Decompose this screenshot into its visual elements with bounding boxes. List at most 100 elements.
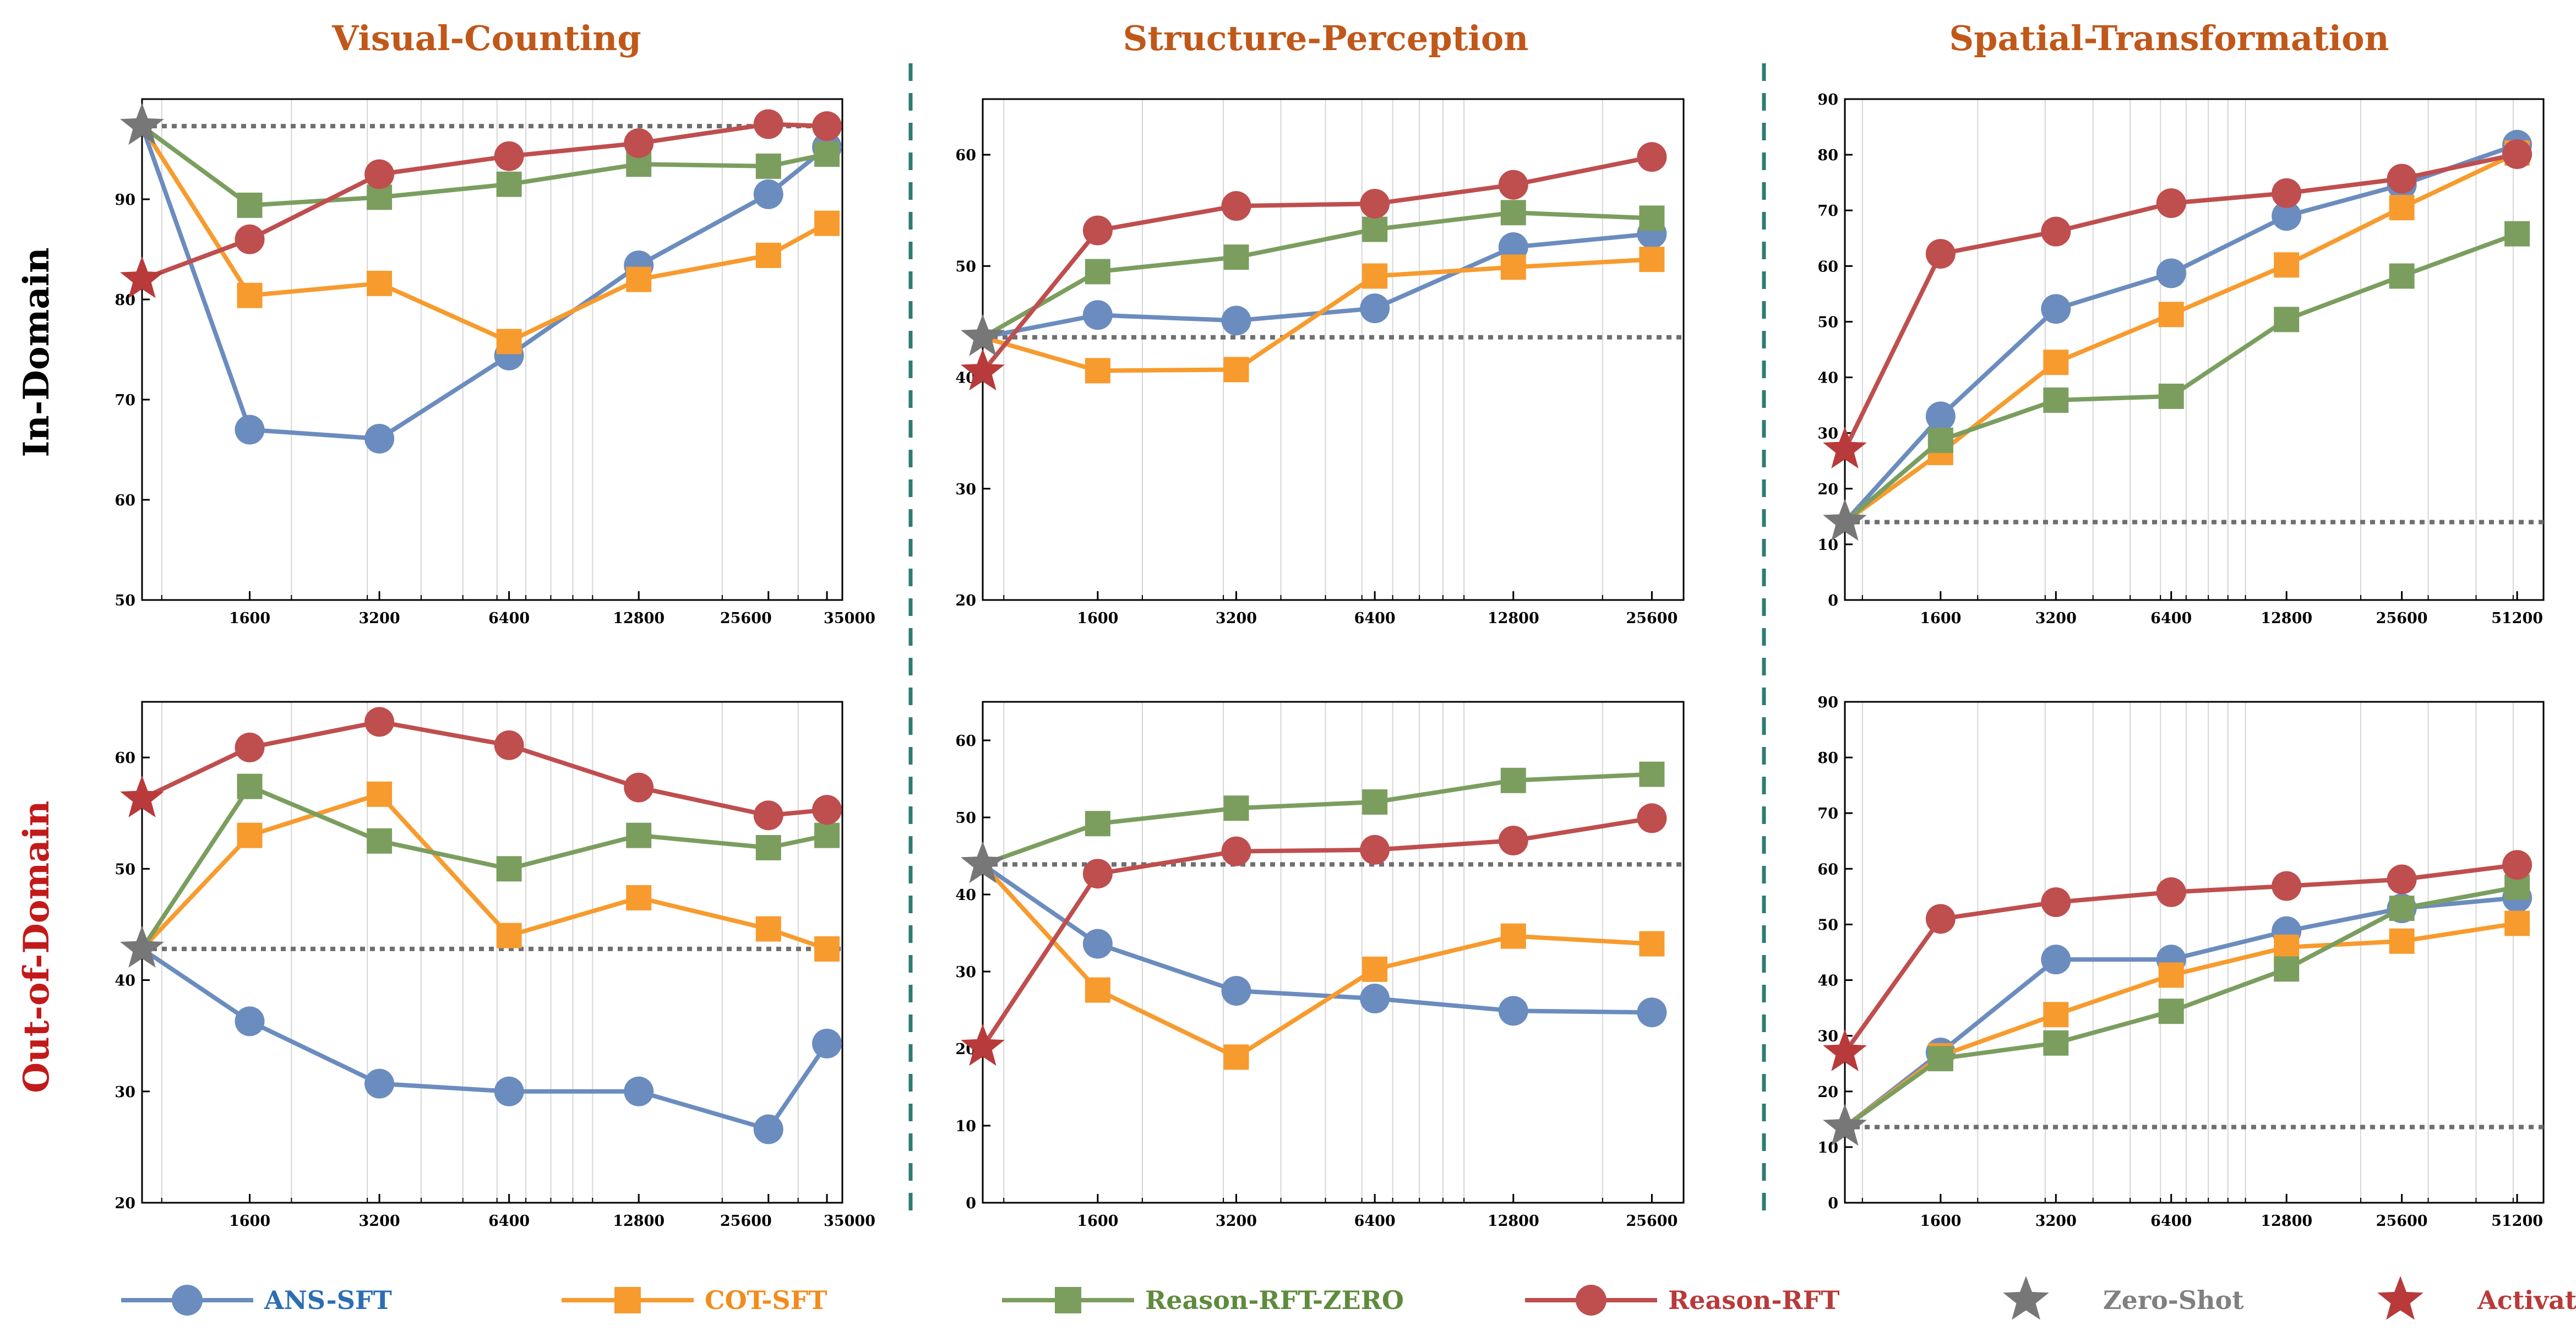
data-point-reason-rft-zero — [814, 822, 840, 848]
x-tick-label: 6400 — [488, 1213, 530, 1230]
data-point-reason-rft — [364, 707, 395, 737]
legend-item-zero-shot: Zero-Shot — [2003, 1276, 2244, 1320]
x-tick-label: 3200 — [2035, 610, 2077, 627]
data-point-reason-rft — [2387, 163, 2417, 194]
data-point-ans-sft — [1637, 997, 1667, 1028]
data-point-reason-rft-zero — [1500, 767, 1526, 793]
x-tick-label: 1600 — [1077, 1213, 1118, 1230]
data-point-reason-rft-zero — [237, 773, 263, 799]
x-tick-label: 3200 — [359, 1213, 400, 1230]
series-line-reason-rft-zero — [140, 784, 827, 951]
series-line-ans-sft — [982, 231, 1652, 340]
y-tick-label: 60 — [955, 733, 976, 750]
data-point-reason-rft — [1637, 803, 1667, 833]
data-point-reason-rft — [494, 141, 524, 171]
data-point-reason-rft-zero — [2158, 999, 2184, 1024]
data-point-reason-rft — [2156, 188, 2186, 219]
data-point-reason-rft-zero — [1223, 244, 1249, 270]
data-point-cot-sft — [626, 885, 652, 910]
data-point-reason-rft-zero — [814, 141, 840, 167]
y-tick-label: 40 — [1817, 973, 1838, 990]
data-point-ans-sft — [364, 423, 395, 454]
data-point-cot-sft — [626, 266, 652, 292]
data-point-reason-rft — [2502, 850, 2533, 880]
zero-shot-star-marker — [120, 103, 164, 145]
data-point-cot-sft — [1223, 1044, 1249, 1070]
series-line-reason-rft-zero — [982, 210, 1652, 340]
x-tick-label: 3200 — [2035, 1213, 2077, 1230]
x-tick-label: 25600 — [720, 610, 772, 627]
y-tick-label: 50 — [1817, 917, 1838, 934]
axes-frame — [141, 98, 843, 601]
x-tick-label: 12800 — [613, 610, 665, 627]
data-point-cot-sft — [1085, 977, 1110, 1003]
panel-visual-counting-out-of-domain: 20 30 40 50 60 1600 3200 6400 12800 25600 35000 — [115, 701, 875, 1230]
x-tick-label: 1600 — [229, 610, 270, 627]
data-point-ans-sft — [2156, 258, 2186, 288]
y-tick-label: 60 — [955, 147, 976, 164]
panel-spatial-transformation-in-domain: 0 10 20 30 40 50 60 70 80 90 1600 3200 6400 12800 2560… — [1817, 91, 2545, 627]
y-tick-label: 50 — [955, 810, 976, 827]
y-tick-label: 30 — [955, 964, 976, 981]
y-tick-label: 0 — [1828, 592, 1838, 609]
x-tick-label: 12800 — [2261, 1213, 2312, 1230]
y-tick-label: 30 — [115, 1084, 135, 1101]
x-tick-label: 12800 — [1488, 1213, 1539, 1230]
data-point-reason-rft — [1925, 239, 1956, 269]
legend-label-reason-rft-zero: Reason-RFT-ZERO — [1145, 1285, 1404, 1315]
data-point-cot-sft — [496, 329, 522, 354]
axes-frame — [1844, 98, 2545, 601]
y-tick-label: 10 — [955, 1118, 976, 1135]
row-label-in-domain: In-Domain — [16, 247, 57, 457]
data-point-reason-rft-zero — [755, 153, 781, 179]
x-tick-label: 3200 — [1216, 610, 1257, 627]
x-tick-label: 12800 — [1488, 610, 1539, 627]
series-line-cot-sft — [982, 257, 1652, 373]
data-point-reason-rft — [1221, 191, 1251, 221]
data-point-cot-sft — [367, 781, 393, 807]
data-point-reason-rft-zero — [1362, 789, 1388, 815]
data-point-ans-sft — [235, 1006, 265, 1037]
x-tick-label: 12800 — [2261, 610, 2312, 627]
legend-marker-zero-shot — [2003, 1276, 2049, 1320]
data-point-reason-rft — [812, 795, 842, 825]
y-tick-label: 70 — [1817, 203, 1838, 220]
data-point-reason-rft — [2156, 877, 2186, 907]
x-tick-label: 25600 — [2376, 610, 2428, 627]
data-point-reason-rft-zero — [1639, 205, 1665, 231]
x-tick-label: 25600 — [2376, 1213, 2428, 1230]
data-point-ans-sft — [1082, 300, 1113, 330]
y-tick-label: 50 — [115, 861, 135, 878]
y-tick-label: 80 — [1817, 147, 1838, 164]
data-point-reason-rft — [1082, 215, 1113, 246]
data-point-cot-sft — [2274, 934, 2300, 960]
x-tick-label: 51200 — [2491, 610, 2543, 627]
data-point-reason-rft-zero — [1927, 1046, 1953, 1072]
x-tick-label: 1600 — [1077, 610, 1118, 627]
data-point-reason-rft-zero — [367, 828, 393, 854]
y-tick-label: 30 — [955, 481, 976, 498]
y-tick-label: 70 — [115, 392, 135, 409]
series-line-ans-sft — [140, 125, 829, 441]
data-point-ans-sft — [2041, 945, 2071, 975]
data-point-cot-sft — [2389, 928, 2415, 954]
data-point-ans-sft — [812, 1028, 842, 1059]
x-tick-label: 6400 — [2150, 1213, 2192, 1230]
data-point-ans-sft — [624, 1076, 654, 1106]
data-point-reason-rft — [812, 111, 842, 141]
y-tick-label: 50 — [955, 258, 976, 275]
series-line-cot-sft — [140, 792, 828, 951]
activation-star-marker — [1823, 1029, 1867, 1071]
data-point-reason-rft-zero — [2158, 383, 2184, 409]
data-point-cot-sft — [367, 270, 393, 296]
data-point-cot-sft — [1223, 357, 1249, 383]
data-point-ans-sft — [2041, 294, 2071, 324]
legend-label-ans-sft: ANS-SFT — [264, 1285, 392, 1315]
y-tick-label: 0 — [1828, 1195, 1838, 1212]
y-tick-label: 90 — [1817, 91, 1838, 108]
x-tick-label: 6400 — [488, 610, 530, 627]
data-point-reason-rft-zero — [2389, 263, 2415, 289]
legend-item-reason-rft-zero: Reason-RFT-ZERO — [1002, 1285, 1404, 1315]
